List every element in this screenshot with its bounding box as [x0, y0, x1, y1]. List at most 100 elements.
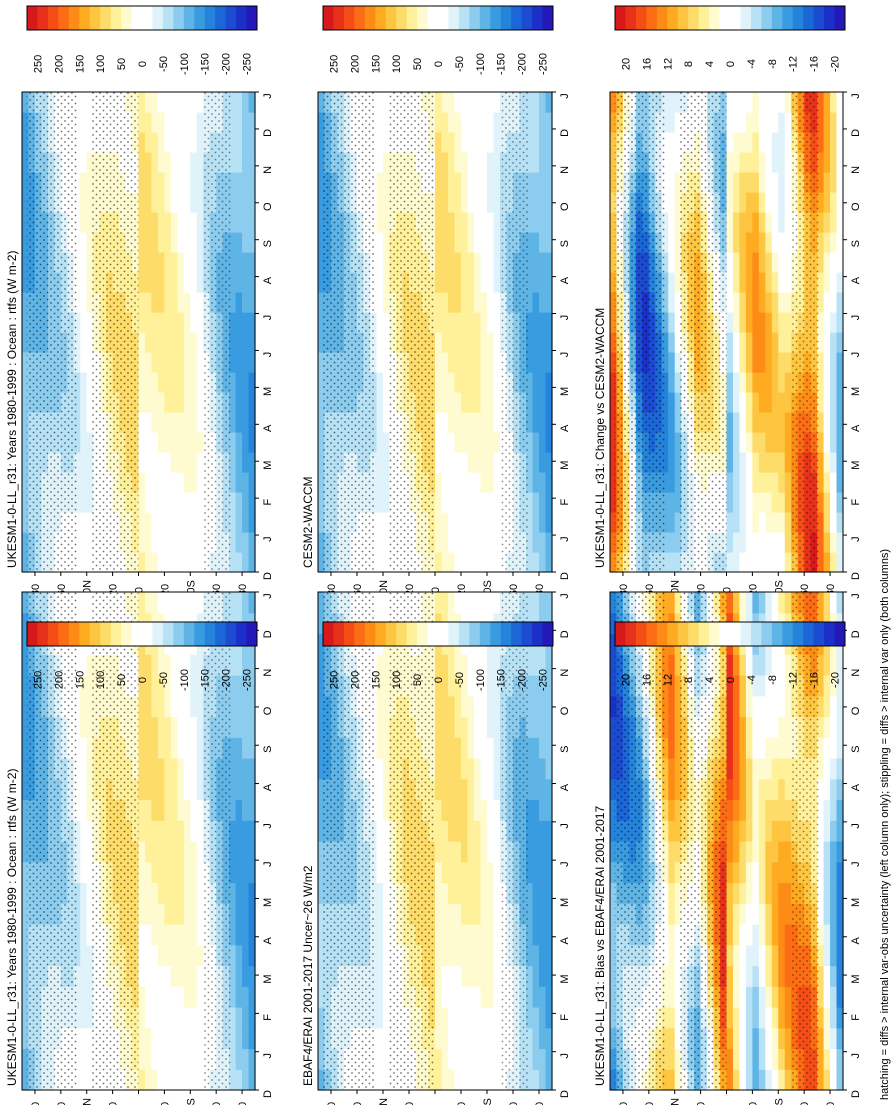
colorbar-swatch — [343, 6, 355, 30]
heat-cell — [22, 172, 30, 193]
heat-cell — [151, 965, 159, 987]
colorbar-swatch — [236, 622, 248, 646]
month-tick-label: M — [262, 974, 274, 983]
heat-cell — [144, 432, 153, 453]
heat-cell — [151, 552, 159, 573]
heat-cell — [467, 172, 475, 193]
heat-cell — [157, 737, 165, 759]
heat-cell — [732, 452, 741, 473]
heat-cell — [190, 132, 198, 153]
heat-cell — [144, 654, 153, 676]
heat-cell — [765, 412, 773, 433]
heat-cell — [22, 903, 30, 925]
heat-cell — [151, 332, 159, 353]
heat-cell — [151, 412, 159, 433]
heat-cell — [383, 152, 391, 173]
heat-cell — [229, 372, 237, 393]
heat-cell — [235, 778, 243, 801]
heat-cell — [164, 432, 172, 453]
heat-cell — [461, 654, 469, 676]
heat-cell — [480, 903, 488, 925]
colorbar-tick-label: 12 — [662, 58, 674, 70]
heat-cell — [532, 716, 540, 738]
colorbar-swatch — [396, 622, 408, 646]
heat-cell — [758, 412, 766, 433]
heat-cell — [778, 372, 786, 393]
heat-cell — [454, 332, 462, 353]
heat-cell — [487, 861, 495, 884]
heat-cell — [164, 965, 172, 987]
month-tick-label: J — [262, 1053, 274, 1059]
heat-cell — [138, 332, 146, 353]
heat-cell — [435, 292, 443, 313]
heat-cell — [526, 92, 534, 113]
heat-cell — [454, 232, 462, 253]
heat-cell — [487, 695, 495, 718]
heat-cell — [170, 532, 178, 553]
heat-cell — [22, 1007, 30, 1029]
heat-cell — [480, 882, 488, 904]
heat-cell — [318, 252, 326, 273]
heat-cell — [86, 1007, 94, 1029]
heat-cell — [539, 944, 547, 967]
colorbar-swatch — [730, 6, 741, 30]
heat-cell — [318, 492, 326, 513]
heat-cell — [183, 372, 191, 393]
month-tick-label: N — [559, 166, 571, 174]
heat-cell — [190, 820, 198, 842]
heat-cell — [487, 552, 495, 573]
heat-cell — [383, 432, 391, 453]
heat-cell — [235, 152, 243, 173]
heat-cell — [732, 492, 741, 513]
heat-cell — [487, 592, 495, 614]
heat-cell — [487, 492, 495, 513]
heat-cell — [467, 412, 475, 433]
heat-cell — [242, 799, 250, 821]
heat-cell — [467, 675, 475, 697]
heat-cell — [229, 112, 237, 133]
month-tick-label: A — [262, 276, 274, 284]
heat-cell — [151, 532, 159, 553]
heat-cell — [196, 312, 204, 333]
heat-cell — [248, 492, 256, 513]
heat-cell — [164, 1069, 172, 1091]
heat-cell — [441, 1069, 449, 1091]
heat-cell — [170, 292, 178, 313]
heat-cell — [610, 252, 618, 273]
heat-cell — [752, 552, 760, 573]
heat-cell — [318, 716, 326, 738]
heat-cell — [610, 92, 618, 113]
heat-cell — [22, 392, 30, 413]
heat-cell — [138, 272, 146, 293]
heat-cell — [177, 924, 185, 946]
heat-cell — [526, 492, 534, 513]
heat-cell — [674, 212, 682, 233]
colorbar-swatch — [698, 6, 710, 30]
month-tick-label: J — [262, 823, 274, 829]
heat-cell — [177, 192, 185, 213]
heat-cell — [778, 132, 786, 153]
heat-cell — [448, 92, 456, 113]
heat-cell — [539, 172, 547, 193]
heat-cell — [474, 924, 482, 946]
heat-cell — [739, 272, 747, 293]
heat-cell — [183, 472, 191, 493]
heat-cell — [739, 92, 747, 113]
heat-cell — [248, 1069, 256, 1091]
panel-2: 80 60 40N 20 0 20 40S 60 80DJFMAMJJASONDJCESM2-W… — [301, 5, 571, 600]
heat-cell — [474, 695, 482, 718]
colorbar-swatch — [740, 6, 752, 30]
heat-cell — [668, 132, 676, 153]
heat-cell — [248, 292, 256, 313]
heat-cell — [138, 212, 146, 233]
heat-cell — [539, 758, 547, 780]
heat-cell — [830, 392, 838, 413]
heat-cell — [144, 841, 153, 863]
heat-cell — [376, 292, 384, 313]
heat-cell — [441, 903, 449, 925]
heat-cell — [836, 212, 844, 233]
heat-cell — [461, 272, 469, 293]
heat-cell — [448, 1007, 456, 1029]
heat-cell — [196, 944, 204, 967]
heat-cell — [674, 292, 682, 313]
